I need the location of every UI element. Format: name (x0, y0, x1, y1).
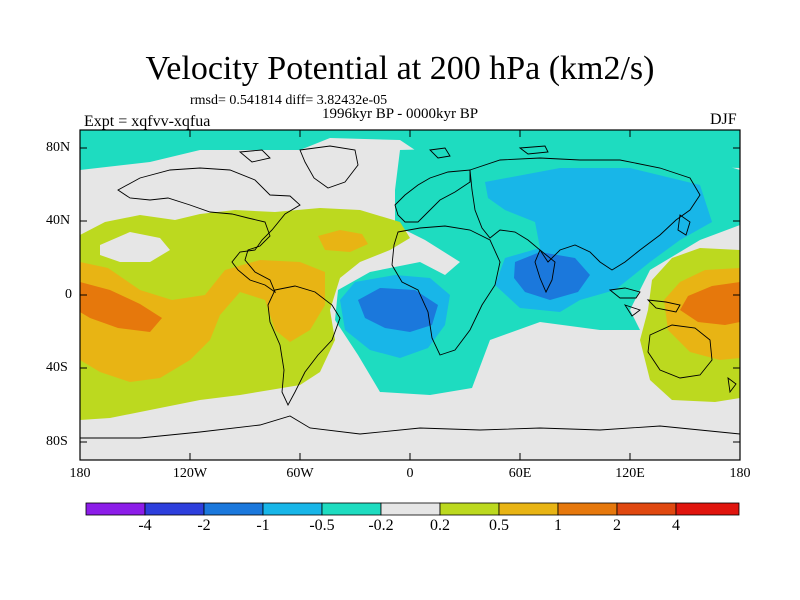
colorbar-label: -4 (138, 517, 152, 534)
colorbar-label: 1 (554, 517, 562, 534)
y-tick-label: 40N (46, 213, 71, 228)
colorbar-box-1 (144, 502, 205, 516)
y-tick-label: 80S (46, 434, 68, 449)
colorbar-label: 2 (613, 517, 621, 534)
y-tick-label: 40S (46, 360, 68, 375)
period-text: 1996kyr BP - 0000kyr BP (322, 106, 479, 122)
x-tick-label: 60E (508, 466, 532, 481)
greenland-coast (299, 145, 359, 189)
negative-core-atlantic (358, 288, 438, 332)
colorbar-label: 0.2 (430, 517, 450, 534)
colorbar-label: 4 (672, 517, 680, 534)
antarctica-coast (80, 415, 740, 439)
stats-text: rmsd= 0.541814 diff= 3.82432e-05 (190, 93, 388, 108)
japan-coast (677, 214, 691, 236)
africa-coast (391, 225, 501, 356)
asia-coast (469, 157, 701, 271)
arctic-islands-coast (238, 145, 549, 163)
experiment-label: Expt = xqfvv-xqfua (84, 113, 211, 130)
colorbar-box-7 (498, 502, 559, 516)
australia-coast (647, 324, 713, 379)
axis-ticks (79, 130, 741, 460)
colorbar-label: -0.2 (368, 517, 394, 534)
colorbar-box-5 (380, 502, 441, 516)
colorbar-box-10 (675, 502, 740, 516)
colorbar-label: -2 (197, 517, 211, 534)
south-america-coast (267, 285, 341, 407)
x-tick-label: 0 (406, 466, 414, 481)
colorbar-box-9 (616, 502, 677, 516)
x-tick-label: 180 (69, 466, 91, 481)
x-tick-label: 180 (729, 466, 751, 481)
neutral-notch (100, 232, 170, 262)
y-tick-label: 80N (46, 140, 71, 155)
new-zealand-coast (727, 376, 737, 394)
positive-region-eastpacific (80, 260, 325, 382)
negative-core-indian (514, 252, 590, 300)
colorbar-label: -0.5 (309, 517, 335, 534)
plot-title: Velocity Potential at 200 hPa (km2/s) (145, 50, 655, 87)
positive-core-westpacific (680, 282, 740, 325)
colorbar (85, 502, 740, 516)
colorbar-box-8 (557, 502, 618, 516)
contour-field (80, 130, 740, 460)
colorbar-box-2 (203, 502, 264, 516)
x-tick-label: 120E (615, 466, 645, 481)
positive-blob-atlantic (318, 230, 368, 252)
x-tick-label: 120W (172, 466, 208, 481)
season-label: DJF (710, 111, 737, 128)
positive-core-eastpacific (80, 282, 162, 332)
india-coast (534, 249, 556, 294)
colorbar-box-3 (262, 502, 323, 516)
colorbar-box-6 (439, 502, 500, 516)
coastlines (80, 145, 740, 439)
north-america-coast (117, 167, 301, 294)
colorbar-box-4 (321, 502, 382, 516)
europe-coast (394, 169, 471, 223)
colorbar-box-0 (85, 502, 146, 516)
x-tick-label: 60W (286, 466, 314, 481)
colorbar-label: 0.5 (489, 517, 509, 534)
y-tick-label: 0 (65, 287, 72, 302)
colorbar-label: -1 (256, 517, 270, 534)
maritime-continent-coast (608, 287, 681, 317)
